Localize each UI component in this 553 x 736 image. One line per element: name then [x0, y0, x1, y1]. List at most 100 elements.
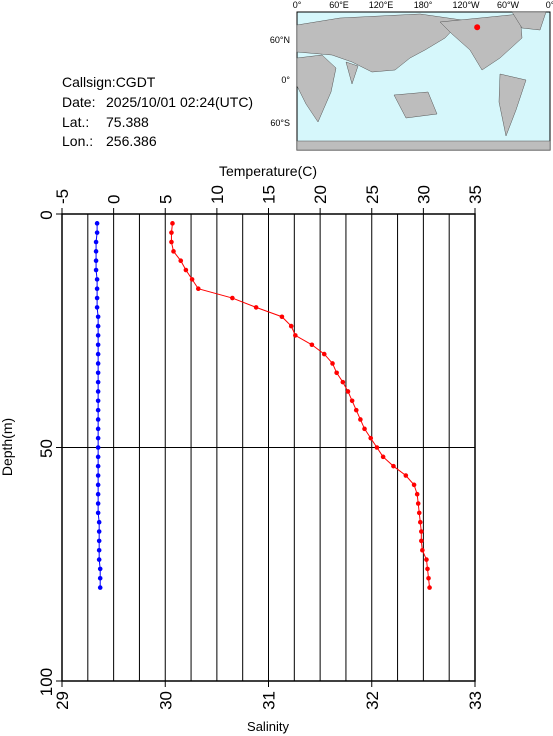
profile-point — [95, 333, 101, 338]
profile-point — [279, 314, 285, 320]
map-lat-label: 60°N — [270, 35, 290, 45]
x-tick-label: 31 — [260, 691, 279, 710]
map-lon-label: 60°E — [329, 0, 349, 10]
map-lon-label: 0° — [546, 0, 553, 10]
profile-point — [169, 230, 174, 235]
profile-point — [420, 547, 425, 553]
callsign: Callsign:CGDT — [62, 74, 156, 90]
profile-point — [419, 529, 424, 534]
station-marker — [474, 24, 481, 31]
profile-point — [230, 295, 235, 301]
map-lon-label: 0° — [293, 0, 302, 10]
profile-point — [95, 445, 101, 450]
x-tick-label: 29 — [53, 691, 72, 710]
profile-point — [362, 426, 367, 432]
profile-point — [426, 575, 431, 581]
x2-axis-title: Temperature(C) — [219, 163, 317, 179]
profile-point — [95, 510, 101, 516]
profile-point — [94, 221, 100, 226]
profile-point — [95, 482, 101, 488]
profile-point — [340, 379, 346, 385]
profile-point — [97, 566, 103, 572]
x2-tick-label: 15 — [260, 185, 279, 204]
profile-point — [195, 286, 201, 292]
profile-point — [94, 286, 100, 292]
x2-tick-label: -5 — [53, 189, 72, 204]
profile-point — [97, 575, 103, 581]
profile-point — [330, 361, 335, 366]
lat: 75.388 — [106, 114, 149, 130]
land — [296, 11, 551, 151]
profile-point — [96, 519, 102, 525]
x-tick-label: 30 — [156, 691, 175, 710]
x2-tick-label: 0 — [105, 195, 124, 204]
profile-point — [95, 379, 101, 385]
y-tick-label: 100 — [37, 668, 56, 696]
profile-point — [95, 435, 101, 441]
profile-line — [170, 223, 431, 588]
profile-point — [288, 323, 294, 329]
lon-label: Lon.: — [62, 133, 93, 149]
profile-point — [95, 501, 101, 506]
profile-point — [93, 267, 99, 273]
x2-tick-label: 30 — [414, 185, 433, 204]
profile-point — [95, 454, 101, 460]
x-tick-label: 32 — [363, 691, 382, 710]
profile-point — [353, 407, 359, 413]
profile-point — [391, 463, 396, 469]
profile-point — [96, 529, 102, 534]
y-tick-label: 50 — [37, 439, 56, 458]
date-label: Date: — [62, 94, 95, 110]
lat-label: Lat.: — [62, 114, 89, 130]
profile-point — [94, 230, 100, 235]
profile-point — [95, 426, 101, 432]
map-lat-label: 0° — [281, 75, 290, 85]
profile-point — [414, 491, 420, 497]
profile-point — [403, 473, 409, 478]
profile-point — [95, 398, 101, 404]
profile-point — [380, 454, 386, 460]
profile-point — [94, 305, 100, 310]
profile-point — [178, 258, 184, 264]
profile-point — [95, 314, 101, 320]
x-axis-title: Salinity — [247, 719, 289, 734]
profile-point — [309, 342, 315, 348]
profile-point — [293, 333, 298, 338]
profile-point — [253, 305, 259, 310]
map-lat-label: 60°S — [270, 118, 290, 128]
profile-point — [95, 323, 101, 329]
x2-tick-label: 25 — [363, 185, 382, 204]
profile-point — [415, 501, 421, 506]
map-lon-label: 120°W — [452, 0, 480, 10]
profile-point — [96, 538, 102, 544]
profile-point — [419, 538, 424, 544]
profile-point — [345, 389, 351, 394]
y-axis-title: Depth(m) — [0, 418, 15, 476]
profile-point — [427, 585, 432, 590]
x2-tick-label: 20 — [311, 185, 330, 204]
profile-point — [95, 417, 101, 422]
profile-point — [95, 351, 101, 357]
x2-tick-label: 10 — [208, 185, 227, 204]
profile-point — [424, 557, 429, 562]
profile-point — [93, 249, 99, 254]
date: 2025/10/01 02:24(UTC) — [106, 94, 253, 110]
profile-point — [93, 239, 99, 245]
profile-point — [334, 370, 339, 376]
profile-point — [374, 445, 380, 450]
profile-point — [349, 398, 355, 404]
profile-point — [183, 267, 189, 273]
profile-point — [94, 277, 100, 282]
profile-point — [95, 491, 101, 497]
x2-tick-label: 5 — [156, 195, 175, 204]
map — [296, 11, 551, 151]
x-tick-label: 33 — [466, 691, 485, 710]
lon: 256.386 — [106, 133, 157, 149]
profile-point — [95, 370, 101, 376]
profile-point — [95, 463, 101, 469]
profile-point — [95, 407, 101, 413]
profile-point — [95, 361, 101, 366]
profile-point — [93, 258, 99, 264]
profile-point — [417, 519, 423, 525]
